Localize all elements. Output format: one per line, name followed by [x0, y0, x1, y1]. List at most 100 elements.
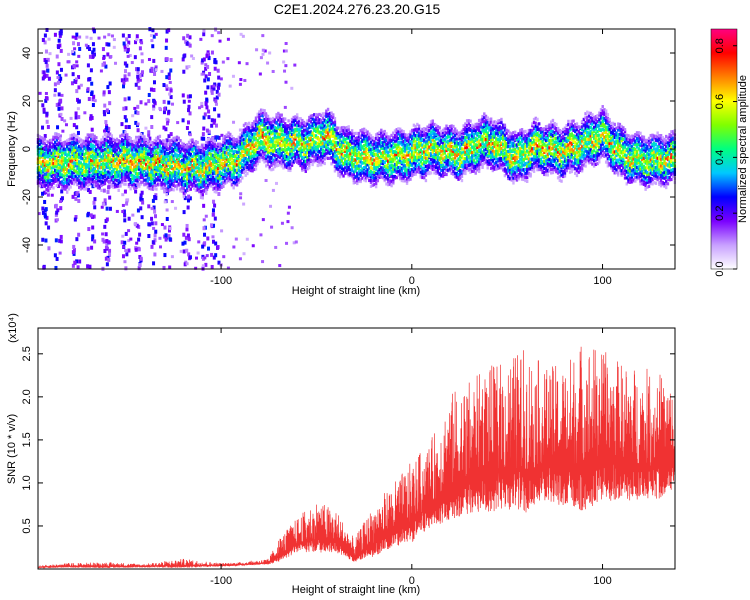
heatmap-cell — [45, 119, 49, 124]
heatmap-cell — [380, 137, 383, 141]
heatmap-cell — [357, 153, 361, 158]
heatmap-cell — [79, 164, 83, 168]
heatmap-cell — [385, 182, 388, 186]
heatmap-cell — [179, 149, 182, 153]
heatmap-cell — [141, 134, 144, 138]
heatmap-cell — [84, 151, 88, 155]
heatmap-cell — [421, 166, 424, 170]
heatmap-cell — [96, 140, 100, 144]
heatmap-cell — [57, 172, 60, 176]
heatmap-cell — [457, 152, 460, 157]
heatmap-cell — [96, 172, 100, 177]
heatmap-cell — [249, 131, 253, 135]
heatmap-cell — [311, 114, 314, 118]
heatmap-cell — [103, 112, 107, 117]
heatmap-cell — [105, 132, 108, 136]
heatmap-cell — [165, 187, 168, 191]
heatmap-cell — [71, 166, 74, 171]
heatmap-cell — [203, 180, 206, 184]
heatmap-cell — [299, 133, 302, 137]
heatmap-cell — [119, 169, 122, 173]
heatmap-cell — [43, 58, 47, 63]
heatmap-cell — [105, 206, 109, 211]
heatmap-cell — [222, 162, 225, 166]
heatmap-cell — [352, 181, 356, 185]
heatmap-cell — [52, 137, 55, 141]
heatmap-cell — [192, 162, 196, 167]
heatmap-cell — [81, 178, 84, 182]
heatmap-cell — [332, 121, 335, 125]
heatmap-cell — [321, 116, 325, 120]
heatmap-cell — [122, 153, 126, 157]
heatmap-cell — [65, 142, 69, 146]
heatmap-cell — [156, 151, 160, 155]
heatmap-cell — [102, 165, 105, 169]
heatmap-cell — [136, 164, 139, 168]
heatmap-cell — [175, 148, 179, 152]
heatmap-cell — [345, 154, 349, 158]
heatmap-cell — [187, 184, 191, 188]
heatmap-cell — [433, 135, 436, 139]
heatmap-cell — [297, 117, 301, 121]
heatmap-cell — [131, 173, 134, 177]
heatmap-cell — [254, 160, 258, 165]
heatmap-cell — [332, 152, 335, 156]
heatmap-cell — [84, 159, 88, 163]
heatmap-cell — [44, 49, 48, 54]
heatmap-cell — [225, 139, 229, 143]
heatmap-cell — [112, 180, 115, 185]
heatmap-cell — [359, 178, 362, 182]
heatmap-cell — [345, 171, 349, 175]
heatmap-cell — [402, 155, 405, 159]
heatmap-cell — [213, 189, 216, 194]
heatmap-cell — [380, 171, 383, 175]
heatmap-cell — [102, 171, 105, 175]
heatmap-cell — [198, 190, 201, 194]
heatmap-cell — [285, 164, 289, 168]
heatmap-cell — [294, 123, 297, 127]
heatmap-cell — [88, 155, 91, 159]
heatmap-cell — [162, 160, 165, 165]
heatmap-cell — [392, 141, 395, 145]
heatmap-cell — [436, 125, 440, 129]
heatmap-cell — [134, 183, 138, 187]
heatmap-cell — [208, 156, 211, 161]
heatmap-cell — [318, 137, 321, 141]
heatmap-cell — [450, 140, 453, 145]
heatmap-cell — [349, 131, 352, 135]
heatmap-cell — [40, 145, 43, 149]
heatmap-cell — [198, 186, 201, 190]
heatmap-cell — [220, 229, 224, 233]
heatmap-cell — [59, 197, 63, 202]
heatmap-cell — [215, 89, 219, 94]
heatmap-cell — [392, 157, 395, 161]
heatmap-cell — [338, 162, 342, 166]
heatmap-cell — [211, 162, 215, 166]
heatmap-cell — [53, 140, 57, 144]
heatmap-cell — [304, 153, 307, 157]
heatmap-cell — [417, 124, 421, 128]
heatmap-cell — [230, 177, 234, 182]
heatmap-cell — [179, 151, 182, 155]
heatmap-cell — [412, 143, 416, 147]
heatmap-cell — [206, 171, 210, 176]
heatmap-cell — [342, 136, 345, 140]
heatmap-cell — [53, 168, 57, 172]
heatmap-cell — [290, 139, 294, 144]
heatmap-cell — [108, 166, 112, 170]
heatmap-cell — [383, 132, 386, 136]
heatmap-cell — [210, 50, 214, 55]
heatmap-cell — [186, 233, 190, 238]
heatmap-cell — [139, 150, 143, 154]
heatmap-cell — [332, 113, 335, 117]
heatmap-cell — [132, 179, 136, 183]
heatmap-cell — [167, 28, 171, 33]
heatmap-cell — [204, 66, 208, 71]
heatmap-cell — [108, 132, 112, 136]
heatmap-cell — [311, 151, 314, 155]
heatmap-cell — [124, 168, 127, 172]
heatmap-cell — [283, 69, 287, 73]
heatmap-cell — [318, 144, 321, 148]
heatmap-cell — [98, 154, 101, 158]
heatmap-cell — [330, 122, 333, 126]
